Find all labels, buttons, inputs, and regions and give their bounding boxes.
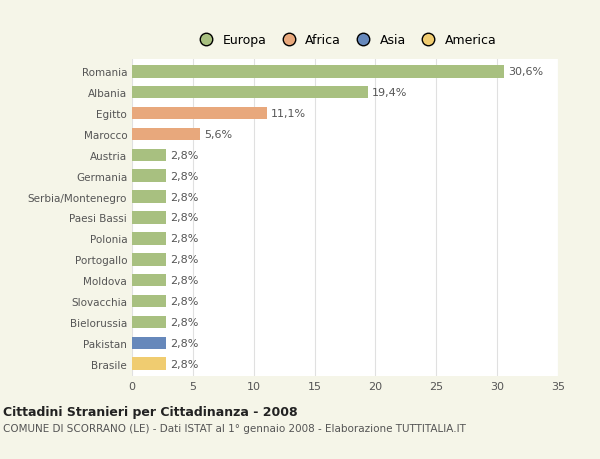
Text: 2,8%: 2,8% (170, 234, 198, 244)
Bar (132, 316, 166, 329)
Text: 19,4%: 19,4% (372, 88, 407, 98)
Text: 2,8%: 2,8% (170, 151, 198, 161)
Text: 2,8%: 2,8% (170, 275, 198, 285)
Text: 2,8%: 2,8% (170, 359, 198, 369)
Bar (132, 212, 166, 224)
Bar (132, 66, 505, 78)
Bar (132, 274, 166, 287)
Bar (132, 191, 166, 203)
Bar (132, 129, 200, 141)
Text: 2,8%: 2,8% (170, 338, 198, 348)
Text: 2,8%: 2,8% (170, 171, 198, 181)
Bar (132, 253, 166, 266)
Bar (132, 87, 368, 99)
Bar (132, 107, 267, 120)
Bar (132, 337, 166, 349)
Text: 30,6%: 30,6% (508, 67, 543, 77)
Text: Cittadini Stranieri per Cittadinanza - 2008: Cittadini Stranieri per Cittadinanza - 2… (3, 405, 298, 419)
Text: 2,8%: 2,8% (170, 297, 198, 306)
Text: 2,8%: 2,8% (170, 317, 198, 327)
Bar (132, 170, 166, 183)
Bar (132, 358, 166, 370)
Text: 2,8%: 2,8% (170, 255, 198, 265)
Bar (132, 149, 166, 162)
Text: 2,8%: 2,8% (170, 213, 198, 223)
Bar (132, 295, 166, 308)
Text: 2,8%: 2,8% (170, 192, 198, 202)
Bar (132, 233, 166, 245)
Text: 5,6%: 5,6% (204, 130, 232, 140)
Legend: Europa, Africa, Asia, America: Europa, Africa, Asia, America (194, 34, 496, 47)
Text: COMUNE DI SCORRANO (LE) - Dati ISTAT al 1° gennaio 2008 - Elaborazione TUTTITALI: COMUNE DI SCORRANO (LE) - Dati ISTAT al … (3, 424, 466, 433)
Text: 11,1%: 11,1% (271, 109, 306, 119)
